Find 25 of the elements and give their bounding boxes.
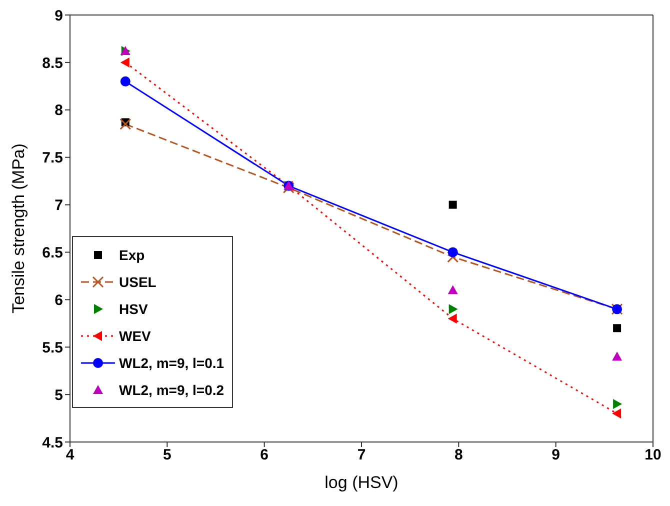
y-tick-label: 4.5 [42,434,63,452]
y-tick-label: 7 [54,197,63,214]
y-tick-label: 6.5 [42,244,63,262]
x-axis-title: log (HSV) [324,473,398,492]
legend-label: WL2, m=9, l=0.2 [119,382,224,398]
y-tick-label: 9 [54,7,63,24]
x-tick-label: 9 [552,446,560,464]
y-tick-label: 5.5 [42,339,63,356]
legend-label: WEV [119,328,151,344]
x-tick-label: 10 [644,446,662,464]
x-tick-label: 6 [260,446,269,464]
y-tick-label: 5 [54,386,63,404]
x-tick-label: 5 [162,446,172,464]
y-axis-title: Tensile strength (MPa) [9,143,28,314]
x-tick-label: 7 [357,446,366,464]
legend-label: USEL [119,274,156,290]
legend-label: Exp [119,246,145,262]
x-tick-label: 8 [454,446,463,464]
y-tick-label: 6 [54,292,63,309]
y-tick-label: 7.5 [42,150,63,167]
legend-label: HSV [119,300,148,316]
x-tick-label: 4 [66,446,75,464]
y-tick-label: 8 [54,102,63,120]
legend-label: WL2, m=9, l=0.1 [119,354,224,370]
y-tick-label: 8.5 [42,54,63,72]
